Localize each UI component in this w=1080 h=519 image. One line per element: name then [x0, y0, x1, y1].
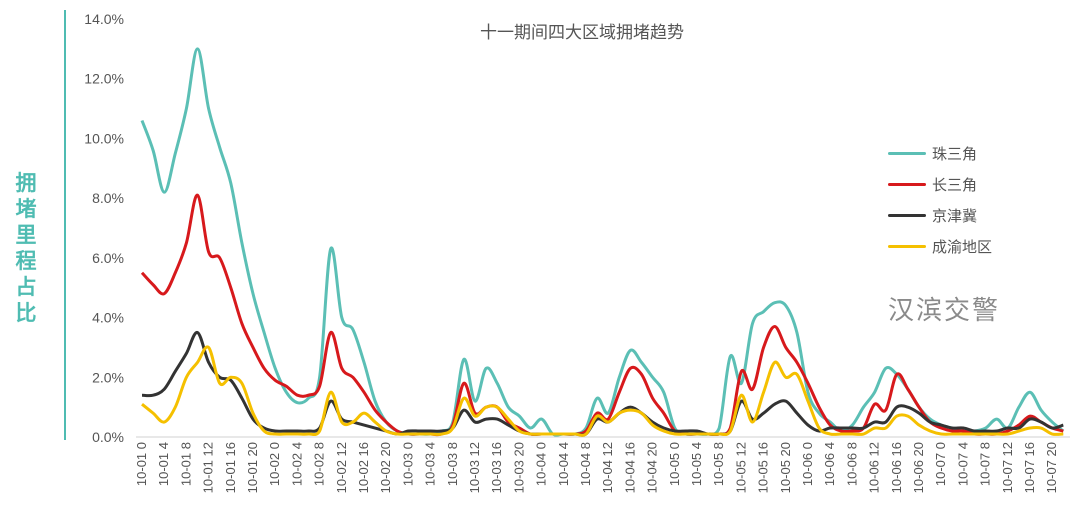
x-tick-label: 10-06 12 — [867, 442, 882, 493]
x-tick-label: 10-03 16 — [489, 442, 504, 493]
legend-swatch — [888, 152, 926, 155]
y-axis-label: 拥堵里程占比 — [15, 171, 37, 325]
legend-swatch — [888, 214, 926, 217]
x-tick-label: 10-02 12 — [334, 442, 349, 493]
legend-item: 珠三角 — [888, 138, 992, 169]
x-tick-label: 10-05 16 — [756, 442, 771, 493]
y-tick-label: 14.0% — [84, 11, 124, 27]
x-tick-label: 10-02 4 — [289, 442, 304, 486]
x-tick-label: 10-02 16 — [356, 442, 371, 493]
x-tick-label: 10-06 16 — [889, 442, 904, 493]
x-tick-label: 10-01 8 — [178, 442, 193, 486]
x-tick-label: 10-03 8 — [445, 442, 460, 486]
chart-title: 十一期间四大区域拥堵趋势 — [480, 23, 684, 43]
x-tick-label: 10-06 0 — [800, 442, 815, 486]
x-tick-label: 10-03 12 — [467, 442, 482, 493]
y-tick-label: 6.0% — [92, 250, 124, 266]
legend-item: 长三角 — [888, 169, 992, 200]
x-tick-label: 10-01 16 — [223, 442, 238, 493]
x-tick-label: 10-04 16 — [622, 442, 637, 493]
x-tick-label: 10-07 20 — [1044, 442, 1059, 493]
series-line-3 — [141, 345, 1064, 437]
y-tick-label: 2.0% — [92, 369, 124, 385]
y-tick-label: 10.0% — [84, 130, 124, 146]
x-tick-label: 10-06 20 — [911, 442, 926, 493]
legend-swatch — [888, 245, 926, 248]
x-tick-label: 10-07 8 — [978, 442, 993, 486]
x-tick-label: 10-07 16 — [1022, 442, 1037, 493]
x-tick-label: 10-03 4 — [423, 442, 438, 486]
legend-item: 成渝地区 — [888, 231, 992, 262]
x-tick-label: 10-04 12 — [600, 442, 615, 493]
x-tick-label: 10-07 4 — [955, 442, 970, 486]
x-tick-label: 10-03 20 — [511, 442, 526, 493]
x-tick-label: 10-03 0 — [400, 442, 415, 486]
x-tick-label: 10-02 20 — [378, 442, 393, 493]
legend-swatch — [888, 183, 926, 186]
x-tick-label: 10-04 8 — [578, 442, 593, 486]
x-tick-label: 10-06 4 — [822, 442, 837, 486]
legend-label: 长三角 — [932, 176, 978, 194]
legend-label: 京津冀 — [932, 207, 978, 225]
x-tick-label: 10-02 8 — [312, 442, 327, 486]
x-tick-label: 10-05 20 — [778, 442, 793, 493]
legend-item: 京津冀 — [888, 200, 992, 231]
x-tick-label: 10-01 4 — [156, 442, 171, 486]
legend: 珠三角 长三角 京津冀 成渝地区 — [888, 138, 992, 262]
x-tick-label: 10-04 0 — [534, 442, 549, 486]
legend-label: 成渝地区 — [932, 238, 993, 256]
y-tick-label: 8.0% — [92, 190, 124, 206]
x-tick-label: 10-01 12 — [201, 442, 216, 493]
watermark: 汉滨交警 — [888, 296, 1001, 326]
x-tick-label: 10-05 0 — [667, 442, 682, 486]
x-tick-label: 10-04 20 — [645, 442, 660, 493]
x-tick-label: 10-05 4 — [689, 442, 704, 486]
x-tick-label: 10-07 12 — [1000, 442, 1015, 493]
y-tick-label: 4.0% — [92, 310, 124, 326]
legend-label: 珠三角 — [932, 145, 978, 163]
y-tick-label: 12.0% — [84, 71, 124, 87]
x-tick-label: 10-05 12 — [733, 442, 748, 493]
x-tick-label: 10-04 4 — [556, 442, 571, 486]
x-tick-label: 10-01 20 — [245, 442, 260, 493]
x-tick-label: 10-02 0 — [267, 442, 282, 486]
x-tick-label: 10-06 8 — [844, 442, 859, 486]
x-tick-label: 10-01 0 — [134, 442, 149, 486]
x-tick-label: 10-05 8 — [711, 442, 726, 486]
x-tick-label: 10-07 0 — [933, 442, 948, 486]
y-tick-label: 0.0% — [92, 429, 124, 445]
